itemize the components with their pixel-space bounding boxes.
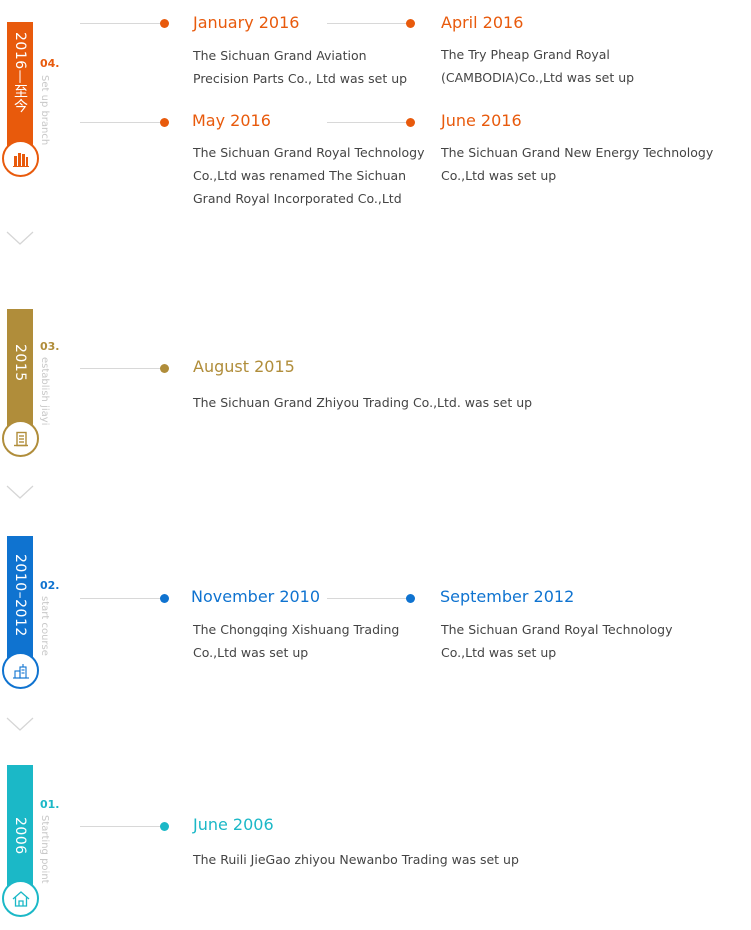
event-date: May 2016 [192, 111, 271, 130]
building-icon [2, 420, 39, 457]
home-icon [2, 880, 39, 917]
section-subtitle: Starting point [39, 815, 50, 884]
event-date: January 2016 [193, 13, 300, 32]
city-icon [2, 652, 39, 689]
chevron-down-icon[interactable] [6, 231, 34, 245]
section-number: 04. [40, 57, 60, 70]
event-date: November 2010 [191, 587, 321, 606]
event-date: September 2012 [440, 587, 575, 606]
chevron-down-icon[interactable] [6, 485, 34, 499]
section-subtitle: start course [39, 596, 50, 656]
timeline-dot [160, 364, 169, 373]
event-date: June 2006 [193, 815, 274, 834]
event-text: The Ruili JieGao zhiyou Newanbo Trading … [193, 852, 519, 867]
period-bar: 2006 [7, 765, 33, 895]
office-buildings-icon [2, 140, 39, 177]
period-label: 2016—至今 [12, 32, 28, 114]
period-bar: 2016—至今 [7, 22, 33, 152]
period-bar: 2015 [7, 309, 33, 434]
timeline-dot [160, 118, 169, 127]
section-subtitle: Set up branch [39, 75, 50, 146]
timeline-dot [406, 19, 415, 28]
section-number: 02. [40, 579, 60, 592]
period-label: 2015 [12, 344, 28, 382]
period-bar: 2010–2012 [7, 536, 33, 666]
event-text: The Sichuan Grand Aviation Precision Par… [193, 48, 408, 86]
period-label: 2006 [12, 817, 28, 855]
timeline-dot [406, 594, 415, 603]
timeline-dot [160, 19, 169, 28]
period-label: 2010–2012 [12, 554, 28, 637]
event-date: August 2015 [193, 357, 295, 376]
chevron-down-icon[interactable] [6, 717, 34, 731]
event-text: The Sichuan Grand Zhiyou Trading Co.,Ltd… [193, 395, 533, 410]
event-date: June 2016 [441, 111, 522, 130]
section-number: 01. [40, 798, 60, 811]
timeline-dot [160, 822, 169, 831]
timeline-dot [160, 594, 169, 603]
event-text: The Sichuan Grand New Energy Technology … [441, 145, 714, 183]
section-number: 03. [40, 340, 60, 353]
event-text: The Try Pheap Grand Royal (CAMBODIA)Co.,… [441, 47, 635, 85]
event-text: The Sichuan Grand Royal Technology Co.,L… [193, 145, 425, 206]
timeline-dot [406, 118, 415, 127]
event-text: The Sichuan Grand Royal Technology Co.,L… [441, 622, 673, 660]
event-text: The Chongqing Xishuang Trading Co.,Ltd w… [193, 622, 408, 660]
event-date: April 2016 [441, 13, 524, 32]
section-subtitle: establish jiayi [39, 357, 50, 426]
